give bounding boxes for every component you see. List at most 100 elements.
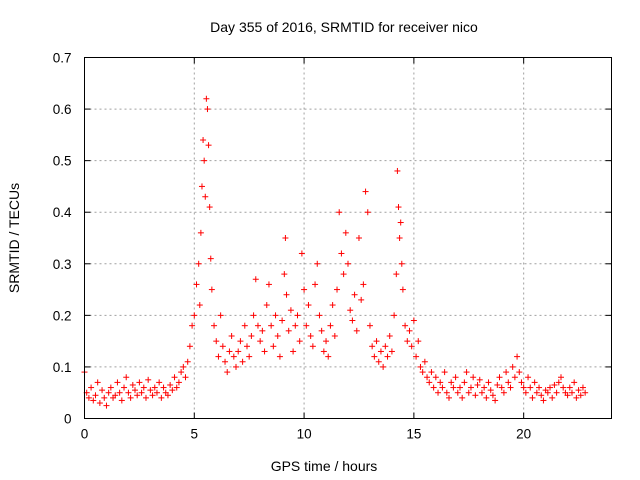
grid-lines: [84, 57, 612, 419]
data-point: [274, 332, 281, 339]
x-tick-label: 15: [406, 427, 421, 442]
data-point: [338, 250, 345, 257]
data-point: [257, 338, 264, 345]
data-point: [459, 394, 466, 401]
data-point: [191, 312, 198, 319]
data-point: [483, 394, 490, 401]
data-point: [314, 260, 321, 267]
data-point: [186, 343, 193, 350]
data-point: [452, 374, 459, 381]
data-point: [540, 397, 547, 404]
data-point: [173, 384, 180, 391]
data-point: [226, 348, 233, 355]
data-point: [568, 389, 575, 396]
data-point: [450, 384, 457, 391]
data-point: [265, 281, 272, 288]
data-point: [536, 384, 543, 391]
data-point: [261, 348, 268, 355]
data-point: [507, 384, 514, 391]
data-point: [219, 343, 226, 350]
data-point: [307, 332, 314, 339]
data-point: [492, 397, 499, 404]
data-point: [101, 394, 108, 401]
data-point: [123, 374, 130, 381]
data-point: [202, 193, 209, 200]
data-point: [410, 317, 417, 324]
data-point: [329, 302, 336, 309]
data-point: [520, 384, 527, 391]
data-point: [398, 260, 405, 267]
x-tick-label: 0: [81, 427, 89, 442]
data-point: [435, 389, 442, 396]
data-point: [511, 374, 518, 381]
data-point: [323, 338, 330, 345]
data-point: [272, 312, 279, 319]
data-point: [85, 394, 92, 401]
data-point: [489, 392, 496, 399]
data-point: [213, 338, 220, 345]
data-point: [160, 384, 167, 391]
data-point: [553, 389, 560, 396]
data-point: [380, 363, 387, 370]
data-point: [254, 322, 261, 329]
y-tick-label: 0.7: [53, 51, 72, 66]
data-point: [318, 327, 325, 334]
data-point: [127, 394, 134, 401]
data-point: [396, 235, 403, 241]
data-point: [281, 271, 288, 278]
data-point: [193, 281, 200, 288]
data-point: [397, 219, 404, 226]
data-point: [147, 387, 154, 394]
data-point: [96, 400, 103, 407]
data-point: [198, 183, 205, 190]
data-point: [448, 379, 455, 386]
data-point: [175, 379, 182, 386]
data-point: [428, 369, 435, 376]
data-point: [195, 260, 202, 267]
data-point: [406, 327, 413, 334]
data-point: [443, 389, 450, 396]
data-point: [203, 95, 210, 102]
x-tick-label: 20: [516, 427, 531, 442]
data-point: [454, 389, 461, 396]
data-point: [384, 353, 391, 360]
data-point: [375, 358, 382, 365]
data-point: [298, 250, 305, 257]
data-point: [200, 137, 207, 144]
data-point: [320, 348, 327, 355]
data-point: [252, 276, 259, 283]
data-point: [107, 384, 114, 391]
data-point: [456, 384, 463, 391]
data-point: [577, 392, 584, 399]
data-point: [417, 363, 424, 370]
data-point: [263, 302, 270, 309]
data-point: [467, 384, 474, 391]
data-point: [547, 384, 554, 391]
data-point: [355, 235, 362, 241]
data-point: [439, 384, 446, 391]
y-tick-label: 0.3: [53, 257, 72, 272]
data-point: [402, 322, 409, 329]
data-point: [579, 384, 586, 391]
data-point: [290, 348, 297, 355]
data-point: [125, 389, 132, 396]
y-tick-label: 0.6: [53, 102, 72, 117]
data-point: [498, 384, 505, 391]
data-point: [241, 322, 248, 329]
data-point: [571, 379, 578, 386]
data-point: [149, 392, 156, 399]
data-point: [112, 392, 119, 399]
data-point: [151, 384, 158, 391]
data-point: [204, 106, 211, 113]
data-point: [531, 379, 538, 386]
data-point: [419, 369, 426, 376]
data-point: [496, 374, 503, 381]
data-point: [557, 374, 564, 381]
axis-ticks: 0 5 10 15 20 0 0.1 0.2 0.3 0.4 0.5 0.6 0.7: [53, 51, 612, 442]
data-point: [474, 381, 481, 388]
data-point: [201, 157, 208, 164]
data-point: [494, 381, 501, 388]
data-point: [189, 322, 196, 329]
data-point: [386, 332, 393, 339]
data-point: [138, 389, 145, 396]
